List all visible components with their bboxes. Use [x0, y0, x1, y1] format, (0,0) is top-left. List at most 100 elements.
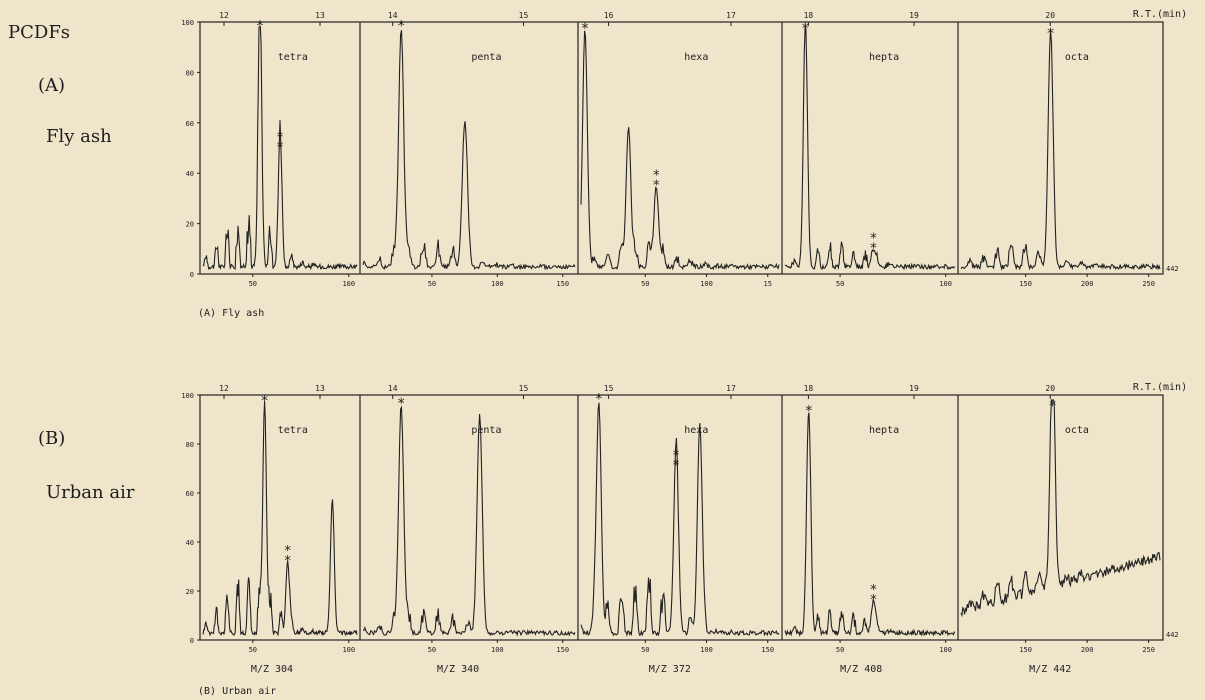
rt-tick-label: 17 — [726, 384, 736, 393]
rt-tick-label: 13 — [315, 11, 325, 20]
congener-label-penta: penta — [471, 425, 501, 436]
rt-tick-label: 16 — [604, 11, 614, 20]
rt-tick-label: 18 — [804, 11, 814, 20]
scan-tick-label: 50 — [641, 646, 649, 654]
scan-tick-label: 100 — [342, 280, 355, 288]
rt-tick-label: 20 — [1045, 11, 1055, 20]
trace-penta — [362, 30, 576, 271]
trace-hexa — [580, 402, 780, 637]
peak-marker-star: * — [260, 394, 268, 410]
y-tick-label: 80 — [186, 441, 194, 449]
congener-label-penta: penta — [471, 52, 501, 63]
rt-unit-label: R.T.(min) — [1133, 9, 1187, 20]
y-tick-label: 60 — [186, 490, 194, 498]
scan-tick-label: 50 — [428, 280, 436, 288]
peak-marker-double-star: * — [869, 593, 877, 608]
y-tick-label: 80 — [186, 69, 194, 77]
rt-tick-label: 12 — [219, 384, 229, 393]
trace-hexa — [580, 30, 780, 271]
congener-label-hepta: hepta — [869, 425, 899, 436]
peak-marker-star: * — [256, 19, 264, 35]
y-tick-label: 40 — [186, 539, 194, 547]
trace-octa — [960, 399, 1161, 618]
trace-hepta — [784, 25, 956, 271]
rt-unit-label: R.T.(min) — [1133, 382, 1187, 393]
scan-tick-label: 200 — [1081, 280, 1094, 288]
congener-label-tetra: tetra — [278, 52, 308, 63]
scan-tick-label: 100 — [939, 646, 952, 654]
congener-label-octa: octa — [1065, 52, 1089, 63]
caption-b: (B) Urban air — [198, 686, 276, 697]
rt-tick-label: 15 — [604, 384, 614, 393]
mass-label: M/Z 442 — [1029, 664, 1071, 675]
mass-label: M/Z 372 — [649, 664, 691, 675]
mass-label: M/Z 340 — [437, 664, 479, 675]
rt-tick-label: 19 — [909, 384, 919, 393]
scan-tick-label: 50 — [641, 280, 649, 288]
panel-b-chromatograms: 0 20 40 60 80 100 R.T.(min) 442 12 13 50 100 tetra M/… — [181, 382, 1187, 675]
rt-tick-label: 19 — [909, 11, 919, 20]
scan-tick-label: 100 — [491, 280, 504, 288]
scan-tick-label: 50 — [836, 280, 844, 288]
scan-tick-label: 50 — [428, 646, 436, 654]
trace-tetra — [202, 26, 358, 271]
scan-tick-label: 250 — [1142, 280, 1155, 288]
peak-marker-double-star: * — [869, 231, 877, 246]
scan-tick-label: 50 — [249, 280, 257, 288]
peak-marker-star: * — [595, 391, 603, 407]
y-tick-label: 0 — [190, 637, 194, 645]
peak-marker-star: * — [801, 21, 809, 37]
scan-tick-label: 150 — [761, 646, 774, 654]
y-tick-label: 20 — [186, 588, 194, 596]
peak-marker-double-star: * — [672, 458, 680, 473]
panel-a-name: Fly ash — [46, 126, 112, 147]
trace-penta — [362, 405, 576, 637]
scan-tick-label: 100 — [700, 646, 713, 654]
peak-marker-star: * — [581, 21, 589, 37]
peak-marker-double-star: * — [276, 141, 284, 156]
congener-label-tetra: tetra — [278, 425, 308, 436]
y-tick-label: 0 — [190, 271, 194, 279]
trace-octa — [960, 29, 1161, 271]
scan-tick-label: 150 — [1019, 280, 1032, 288]
rt-tick-label: 13 — [315, 384, 325, 393]
y-tick-label: 100 — [181, 392, 194, 400]
congener-label-hexa: hexa — [684, 425, 708, 436]
y-tick-label: 100 — [181, 19, 194, 27]
panel-a-letter: (A) — [38, 75, 66, 96]
peak-marker-double-star: * — [284, 554, 292, 569]
rt-tick-label: 12 — [219, 11, 229, 20]
peak-marker-star: * — [1046, 26, 1054, 42]
scan-tick-label: 15 — [764, 280, 772, 288]
rt-tick-label: 14 — [388, 11, 398, 20]
scan-tick-label: 250 — [1142, 646, 1155, 654]
series-title: PCDFs — [8, 22, 71, 43]
peak-marker-double-star: * — [652, 168, 660, 183]
scan-tick-label: 50 — [249, 646, 257, 654]
panel-b-letter: (B) — [38, 428, 66, 449]
scan-tick-label: 150 — [1019, 646, 1032, 654]
peak-marker-double-star: * — [869, 583, 877, 598]
peak-marker-star: * — [805, 404, 813, 420]
peak-marker-double-star: * — [284, 544, 292, 559]
rt-tick-label: 15 — [519, 11, 529, 20]
scan-tick-label: 100 — [491, 646, 504, 654]
peak-marker-double-star: * — [869, 241, 877, 256]
rt-tick-label: 15 — [519, 384, 529, 393]
rt-tick-label: 18 — [804, 384, 814, 393]
scan-tick-label: 100 — [342, 646, 355, 654]
rt-tick-label: 20 — [1045, 384, 1055, 393]
caption-a: (A) Fly ash — [198, 308, 264, 319]
trace-tetra — [202, 401, 358, 637]
trace-hepta — [784, 412, 956, 638]
scan-tick-label: 100 — [939, 280, 952, 288]
y-tick-label: 60 — [186, 120, 194, 128]
panel-b-name: Urban air — [46, 482, 135, 503]
peak-marker-double-star: * — [652, 178, 660, 193]
congener-label-hexa: hexa — [684, 52, 708, 63]
y-tick-label: 20 — [186, 221, 194, 229]
scan-tick-label: 200 — [1081, 646, 1094, 654]
peak-marker-star: * — [397, 19, 405, 35]
